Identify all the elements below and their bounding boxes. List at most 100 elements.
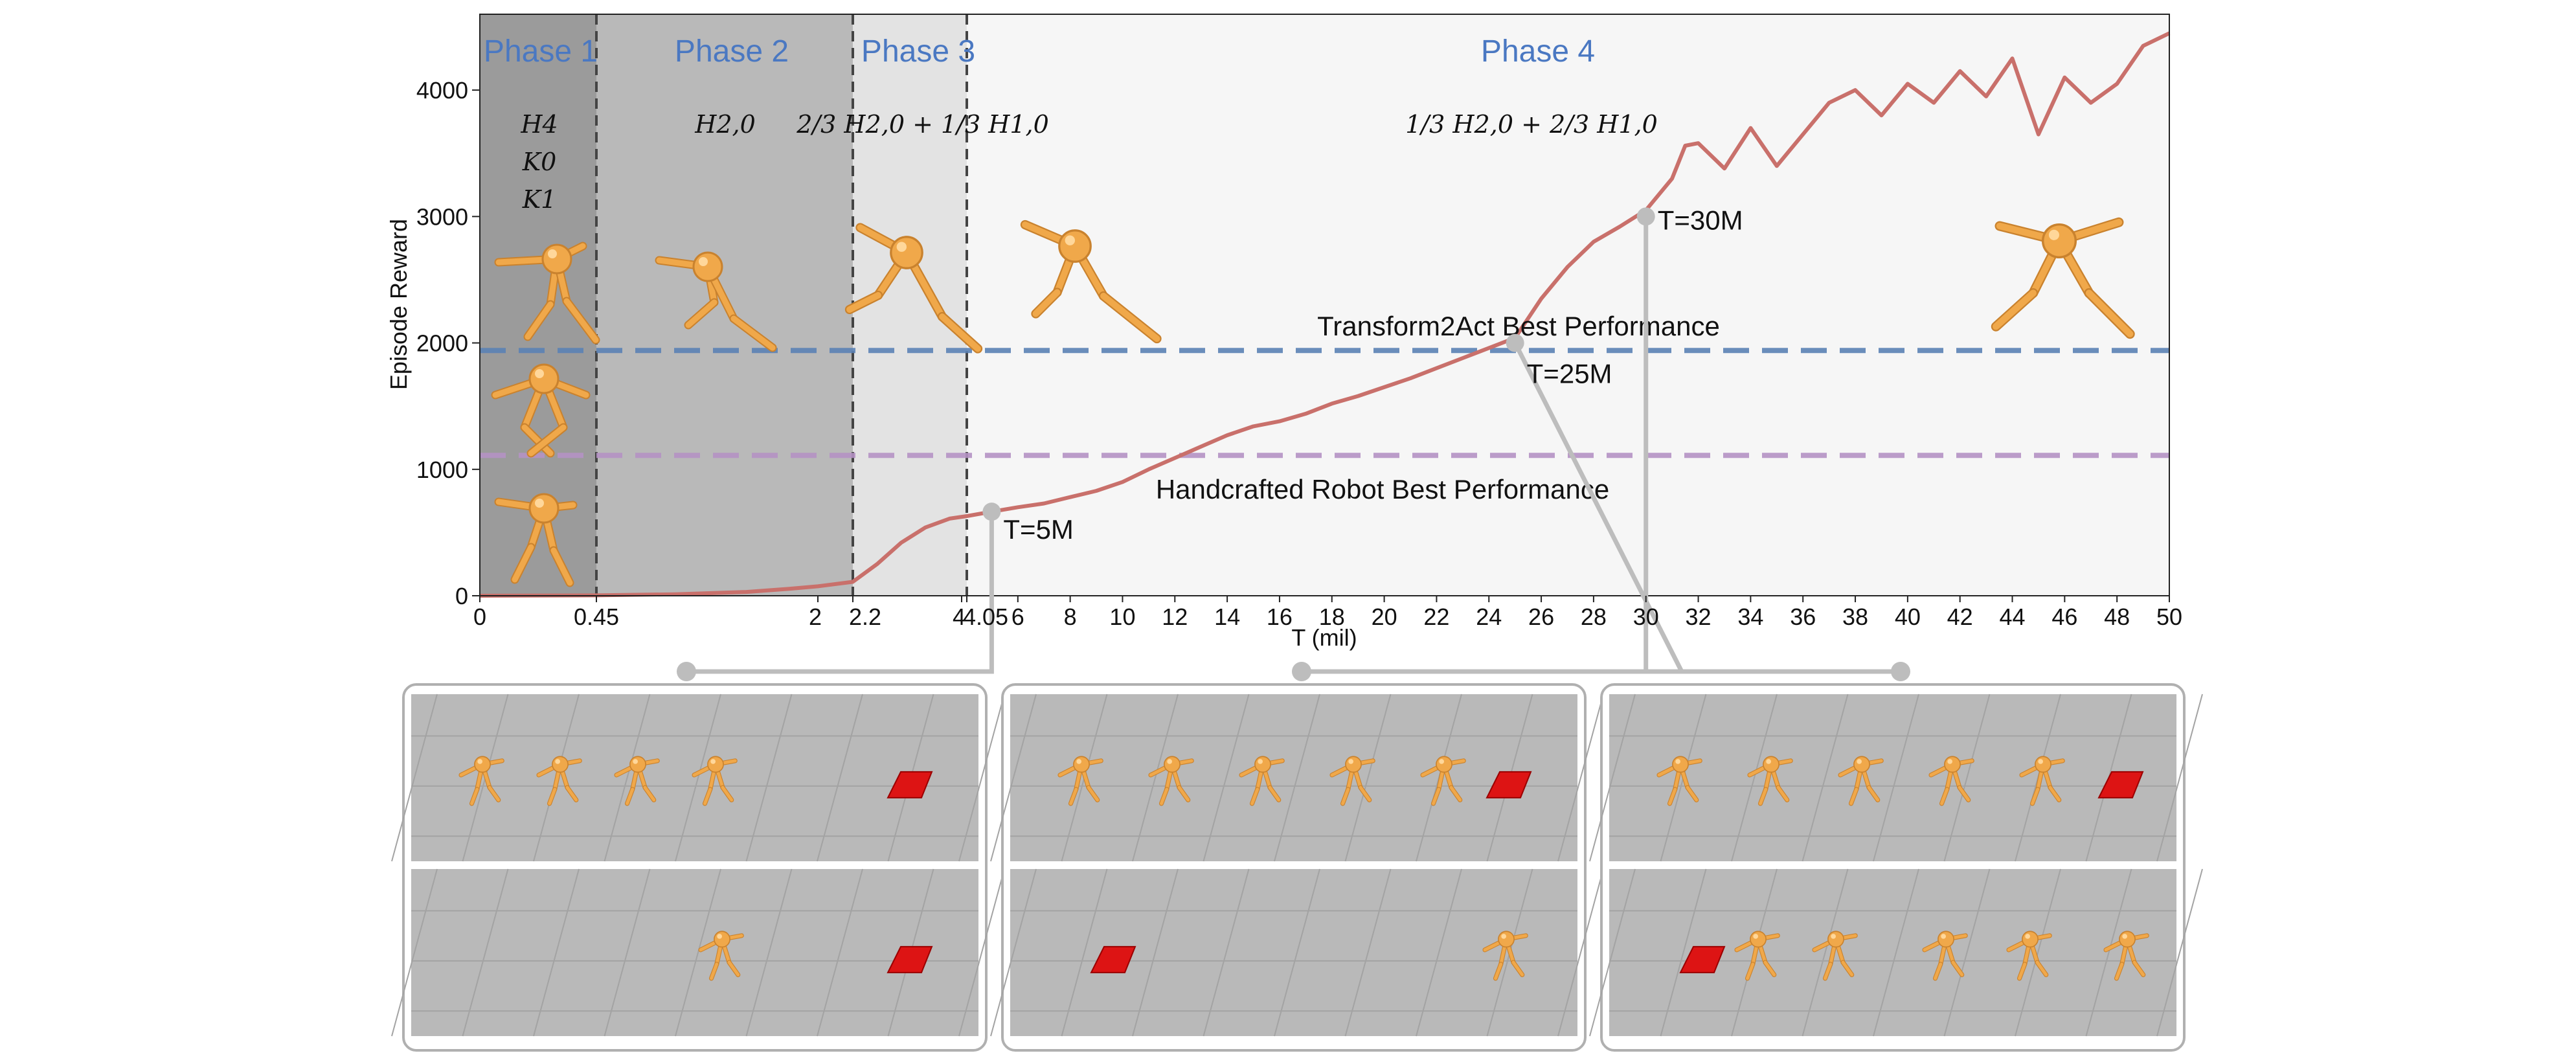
floor-gridline [1802,694,1849,862]
robot-torso [629,756,646,773]
floor-gridline [817,868,863,1037]
robot-highlight [2048,229,2059,240]
y-tick-label: 2000 [416,330,468,357]
robot-highlight [717,934,722,939]
phase-formula: K0 [522,148,557,176]
floor-gridline [1061,868,1108,1037]
robot-figure [1239,756,1285,806]
robot-highlight [1348,759,1353,764]
robot-torso [528,363,559,394]
robot-limb [643,785,656,802]
annotation-label: T=25M [1527,359,1612,389]
robot-torso [1254,756,1271,773]
robot-highlight [2122,934,2127,939]
annotation-label: T=5M [1003,514,1074,545]
goal-marker [887,771,933,798]
snapshot-panels [391,683,2203,1052]
goal-marker [2097,771,2144,798]
floor-gridline [1344,694,1392,862]
robot-limb [1776,785,1789,802]
robot-highlight [1065,235,1075,245]
robot-torso [1164,756,1181,773]
phase-label: Phase 1 [484,34,598,69]
robot-limb [1250,787,1260,806]
robot-torso [2041,223,2077,259]
floor-gridline [1274,694,1320,862]
robot-limb [1087,785,1100,802]
phase-formula: K1 [522,185,557,214]
x-tick-label: 12 [1162,604,1188,630]
phase-formula: H4 [520,110,558,139]
robot-limb [1686,785,1699,802]
floor-gridline [745,694,793,862]
robot-figure [1482,931,1528,981]
floor-gridline [958,694,1005,862]
floor-view [411,869,978,1036]
x-tick-label: 22 [1423,604,1449,630]
robot-highlight [1439,759,1444,764]
robot-torso [1827,931,1844,948]
robot-figure [1148,756,1194,806]
robot-highlight [1857,759,1862,764]
phase-backgrounds [480,14,2169,596]
floor-gridline [675,868,721,1037]
x-tick-label: 36 [1790,604,1816,630]
goal-marker [887,945,933,973]
annotation-points: T=5M T=25M T=30M [982,205,1743,545]
robot-limb [1867,785,1880,802]
robot-torso [1345,756,1362,773]
floor-gridline [1416,868,1462,1037]
robot-highlight [535,499,544,508]
x-tick-label: 0.45 [574,604,619,630]
floor-gridline [1943,694,1991,862]
snapshot-panel [1589,683,2203,1052]
robot-limb [470,787,479,806]
goal-marker [1090,945,1136,973]
robot-figure [614,756,660,806]
floor-gridline [391,868,438,1037]
phase-formula: H2,0 [694,110,756,139]
x-tick-label: 24 [1476,604,1502,630]
x-tick-label: 50 [2156,604,2182,630]
floor-gridline [1344,868,1392,1037]
robot-torso [541,243,572,275]
robot-highlight [548,249,557,258]
robot-limb [2085,289,2134,337]
robot-figure [698,931,744,981]
x-tick-label: 48 [2104,604,2130,630]
connector-line [1644,216,1901,674]
robot-torso [528,493,559,524]
robot-highlight [555,759,560,764]
robot-limb [1268,785,1281,802]
robot-limb [1359,785,1372,802]
robot-figure [458,756,504,806]
robot-torso [1073,756,1090,773]
robot-limb [548,787,557,806]
connector-line [686,512,994,674]
x-tick-label: 10 [1109,604,1135,630]
connector-dot [1292,662,1311,681]
robot-torso [2035,756,2051,773]
reference-lines [480,348,2169,458]
robot-torso [552,756,569,773]
robot-highlight [633,759,638,764]
robot-figure [1991,217,2135,339]
floor-gridline [462,868,509,1037]
floor-gridline [990,694,1037,862]
robot-limb [1951,960,1964,977]
robot-torso [1938,931,1954,948]
phase-background [853,14,967,596]
robot-limb [730,315,776,351]
robot-limb [1940,787,1949,806]
x-tick-label: 44 [1999,604,2025,630]
phase-formulas: H4 K0 K1 H2,0 2/3 H2,0 + 1/3 H1,0 1/3 H2,0 + … [520,110,1657,214]
floor-gridline [1731,694,1778,862]
floor-view [1609,694,2176,861]
robot-highlight [710,759,716,764]
robot-limb [703,787,712,806]
connector-dot [677,662,696,681]
snapshot-panel [990,683,1604,1052]
robot-figure [494,493,578,587]
floor-gridline [1802,868,1849,1037]
